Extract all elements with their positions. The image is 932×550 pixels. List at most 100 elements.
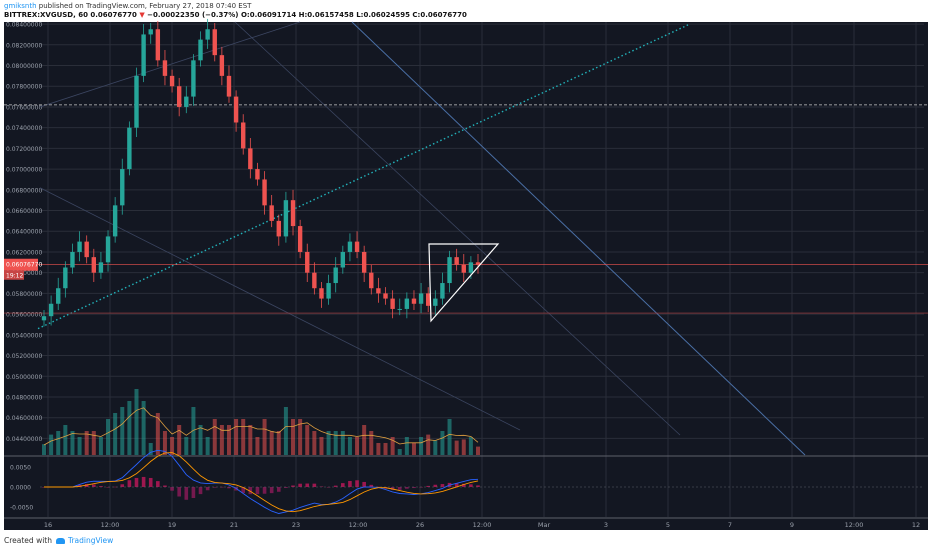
candle-body <box>262 179 267 206</box>
macd-line <box>44 449 479 514</box>
author-link[interactable]: gmiksnth <box>4 2 37 10</box>
volume-bar <box>291 419 296 455</box>
candle-body <box>283 200 289 237</box>
histogram-bar <box>241 487 246 494</box>
histogram-bar <box>476 485 480 487</box>
volume-bar <box>205 437 210 455</box>
histogram-bar <box>291 485 295 487</box>
tradingview-logo-icon <box>55 538 65 544</box>
histogram-bar <box>148 477 153 487</box>
histogram-bar <box>255 487 260 495</box>
volume-bar <box>120 407 125 455</box>
tradingview-link[interactable]: TradingView <box>67 536 114 545</box>
volume-bar <box>42 444 46 455</box>
histogram-bar <box>120 484 125 487</box>
candle-body <box>77 241 82 252</box>
y-tick-label: 0.05600000 <box>6 312 42 319</box>
histogram-bar <box>205 487 210 491</box>
histogram-bar <box>319 486 324 487</box>
histogram-bar <box>461 483 466 487</box>
candle-body <box>205 29 210 40</box>
volume-bar <box>362 425 367 455</box>
volume-bar <box>404 437 409 455</box>
volume-bar <box>170 437 175 455</box>
volume-bar <box>98 437 103 455</box>
histogram-bar <box>248 487 253 495</box>
histogram-bar <box>262 487 267 494</box>
volume-bar <box>56 431 61 455</box>
histogram-bar <box>362 481 366 487</box>
candle-body <box>176 86 182 107</box>
candle-body <box>369 272 374 289</box>
volume-bar <box>347 437 352 455</box>
histogram-bar <box>333 485 338 487</box>
histogram-bar <box>134 477 139 487</box>
histogram-bar <box>426 485 430 487</box>
histogram-bar <box>440 484 445 487</box>
ohlc-values: O:0.06091714 H:0.06157458 L:0.06024595 C… <box>240 11 467 19</box>
x-tick-label: 7 <box>728 521 732 529</box>
osc-tick-label: 0.0050 <box>10 465 31 472</box>
y-tick-label: 0.07000000 <box>6 167 42 174</box>
x-tick-label: 12 <box>912 521 920 529</box>
candle-body <box>383 293 388 299</box>
volume-bar <box>241 419 246 455</box>
candle-body <box>105 236 111 263</box>
upper-trendline-faint <box>39 21 301 108</box>
y-tick-label: 0.08000000 <box>6 63 42 70</box>
x-tick-label: 26 <box>416 521 424 529</box>
symbol-info: BITTREX:XVGUSD, 60 0.06076770 ▼ −0.00022… <box>4 11 467 20</box>
histogram-bar <box>412 487 416 489</box>
candle-body <box>376 288 381 294</box>
candle-body <box>255 169 260 180</box>
candle-body <box>41 316 47 321</box>
volume-bar <box>276 431 281 455</box>
volume-bar <box>212 419 217 455</box>
volume-bar <box>255 437 260 455</box>
histogram-bar <box>170 487 174 491</box>
candle-body <box>447 257 452 284</box>
volume-bar <box>248 425 253 455</box>
histogram-bar <box>156 481 160 487</box>
volume-bar <box>198 425 203 455</box>
x-tick-label: 16 <box>44 521 52 529</box>
volume-bar <box>340 431 345 455</box>
candle-body <box>404 298 410 309</box>
lower-trendline-faint <box>39 187 521 431</box>
candle-body <box>84 241 89 258</box>
y-tick-label: 0.07800000 <box>6 84 42 91</box>
descending-trendline <box>351 21 806 456</box>
down-arrow-icon: ▼ <box>139 11 145 19</box>
histogram-bar <box>433 484 438 487</box>
candle-body <box>347 241 353 252</box>
x-tick-label: 12:00 <box>101 521 120 529</box>
volume-bar <box>312 431 317 455</box>
candle-body <box>98 262 104 273</box>
footer: Created with TradingView <box>4 536 113 545</box>
volume-bar <box>454 440 459 455</box>
histogram-bar <box>184 487 189 500</box>
descending-trendline-faint <box>234 21 681 436</box>
volume-ma-line <box>43 407 479 446</box>
volume-bar <box>269 431 274 455</box>
volume-bar <box>127 401 132 455</box>
volume-bar <box>468 437 473 455</box>
symbol-label: BITTREX:XVGUSD, 60 <box>4 11 88 19</box>
candle-body <box>305 251 310 273</box>
chart-header: gmiksnth published on TradingView.com, F… <box>4 0 928 22</box>
x-tick-label: 12:00 <box>473 521 492 529</box>
candle-body <box>48 303 54 317</box>
candle-body <box>276 220 281 237</box>
volume-bar <box>426 434 431 455</box>
volume-bar <box>191 407 196 455</box>
volume-bar <box>326 431 331 455</box>
y-tick-label: 0.05800000 <box>6 291 42 298</box>
volume-bar <box>397 449 402 455</box>
candle-body <box>120 169 125 206</box>
volume-bar <box>155 413 160 455</box>
y-tick-label: 0.08400000 <box>6 22 42 29</box>
histogram-bar <box>469 484 473 487</box>
y-tick-label: 0.04600000 <box>6 415 42 422</box>
candle-body <box>411 298 417 304</box>
